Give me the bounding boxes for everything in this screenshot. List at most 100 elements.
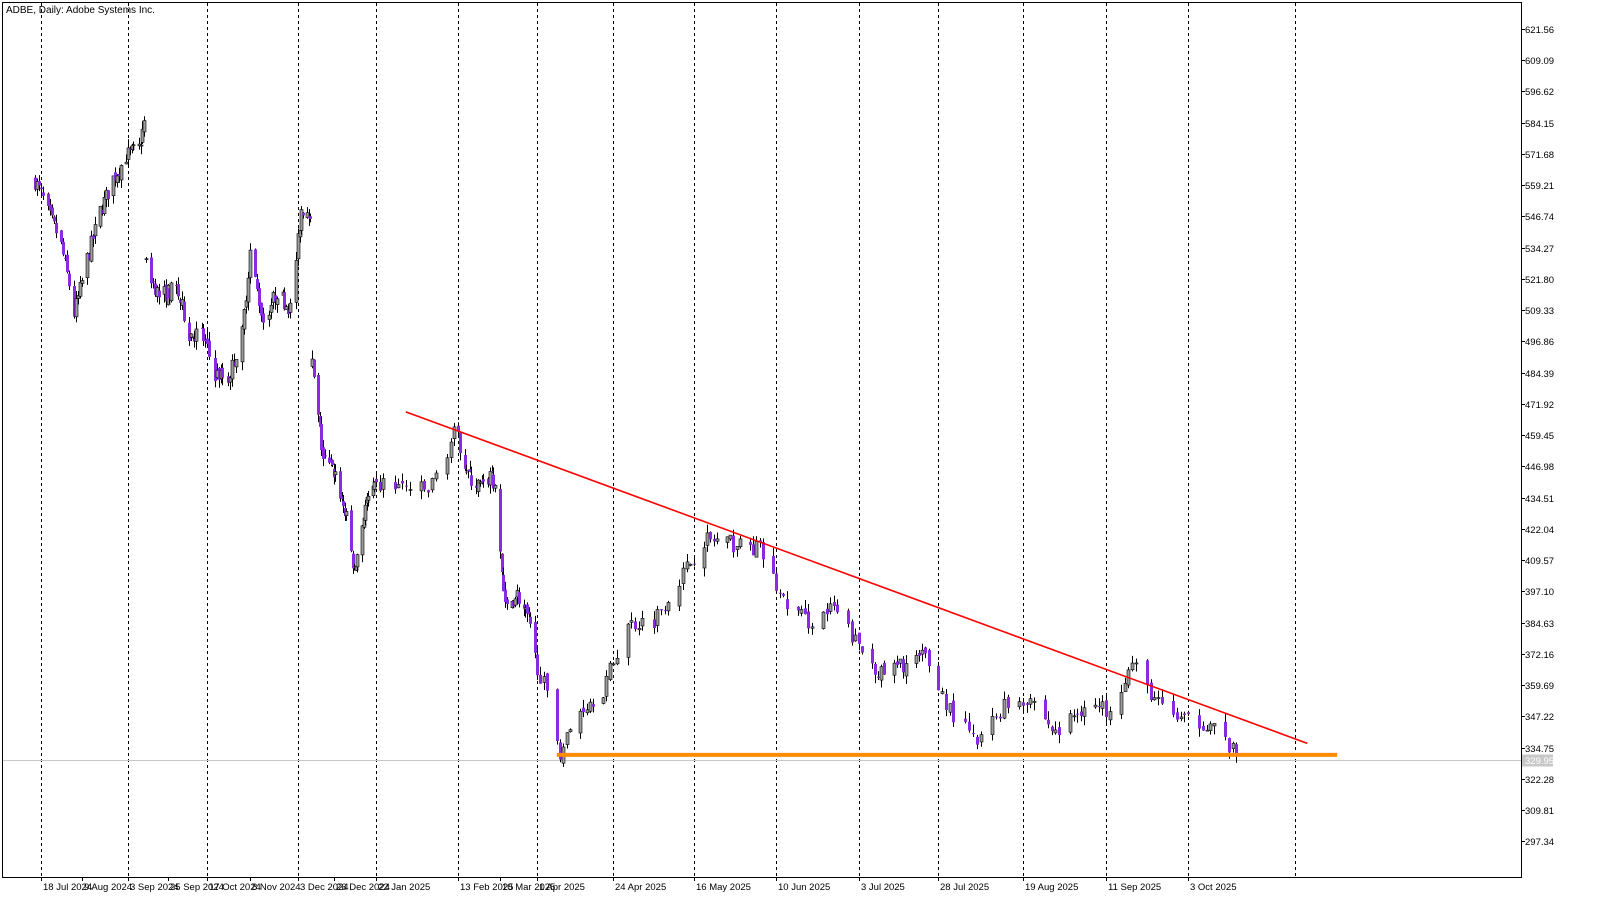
candle-down [341, 496, 344, 500]
candle-down [201, 327, 204, 329]
candle-down [53, 216, 56, 222]
candle-up [1205, 729, 1210, 732]
candle-down [487, 478, 490, 485]
candle-down [165, 284, 168, 302]
plot-frame [2, 2, 1522, 878]
candle-down [559, 742, 562, 760]
candle-up [568, 729, 573, 732]
time-tick-label: 3 Sep 2024 [130, 882, 179, 893]
current-price-value: 329.95 [1525, 756, 1554, 767]
candle-up [637, 628, 642, 631]
candle-down [92, 235, 95, 239]
price-tick-label: 422.04 [1525, 525, 1554, 536]
candle-down [1105, 700, 1108, 718]
candle-down [759, 540, 762, 543]
candle-down [999, 716, 1002, 719]
candle-up [419, 481, 424, 492]
candle-down [40, 187, 43, 190]
time-tick-label: 10 Mar 2025 [502, 882, 555, 893]
price-tick-label: 297.34 [1525, 837, 1554, 848]
price-tick-label: 496.86 [1525, 337, 1554, 348]
candle-up [615, 658, 620, 665]
price-axis[interactable]: 621.56 609.09 596.62 584.15 571.68 559.21 546.… [1521, 25, 1554, 848]
price-tick-label: 534.27 [1525, 244, 1554, 255]
candle-down [937, 665, 940, 691]
candle-up [1179, 716, 1184, 719]
candle-down [504, 589, 507, 603]
chart-title: ADBE, Daily: Adobe Systems Inc. [6, 5, 155, 16]
candle-up [449, 441, 454, 458]
candle-down [465, 471, 468, 473]
candle-up [355, 554, 360, 568]
candle-down [202, 328, 205, 341]
candle-up [1100, 701, 1105, 709]
candle-down [1187, 712, 1190, 715]
candle-up [248, 249, 253, 278]
candle-down [175, 284, 178, 286]
candle-down [322, 447, 325, 459]
candle-down [518, 592, 521, 604]
candle-up [715, 538, 720, 542]
candle-down [807, 611, 810, 629]
candle-down [501, 553, 504, 573]
candle-up [102, 196, 107, 214]
candle-down [847, 610, 850, 625]
candle-up [80, 280, 85, 284]
candle-up [1212, 723, 1217, 727]
candle-down [502, 574, 505, 592]
price-tick-label: 546.74 [1525, 212, 1554, 223]
candle-down [302, 212, 305, 216]
candle-up [702, 547, 707, 569]
candle-down [352, 553, 355, 569]
time-tick-label: 3 Oct 2025 [1190, 882, 1236, 893]
candle-up [1108, 711, 1113, 721]
candle-down [179, 299, 182, 303]
candle-up [608, 662, 613, 680]
candle-up [126, 147, 131, 160]
candle-down [51, 207, 54, 216]
candle-down [1150, 682, 1153, 701]
candle-up [194, 328, 199, 342]
candle-down [546, 673, 549, 691]
time-tick-label: 24 Apr 2025 [615, 882, 666, 893]
candle-up [565, 732, 570, 745]
candle-down [423, 480, 426, 490]
candle-down [152, 281, 155, 283]
candle-down [877, 676, 880, 678]
candle-up [810, 626, 815, 629]
candle-up [333, 471, 338, 476]
candle-down [1198, 715, 1201, 729]
candle-down [260, 302, 263, 316]
candle-down [1172, 700, 1175, 715]
candle-down [470, 475, 473, 486]
candle-up [1053, 729, 1058, 734]
price-tick-label: 559.21 [1525, 181, 1554, 192]
candle-down [64, 257, 67, 259]
candle-down [68, 273, 71, 287]
candle-up [666, 602, 671, 612]
candle-down [1235, 744, 1238, 756]
candle-up [296, 233, 301, 260]
candle-up [115, 175, 120, 183]
candle-down [1026, 703, 1029, 705]
candle-down [405, 485, 408, 487]
candle-up [948, 703, 953, 713]
candle-down [732, 535, 735, 553]
candle-down [924, 647, 927, 654]
candle-down [73, 286, 76, 317]
price-tick-label: 384.63 [1525, 619, 1554, 630]
candle-down [328, 457, 331, 463]
time-tick-label: 28 Jul 2025 [940, 882, 989, 893]
candle-down [833, 601, 836, 607]
trendlines[interactable] [405, 411, 1338, 757]
candle-up [542, 676, 547, 683]
candle-down [427, 490, 430, 493]
candle-up [408, 489, 413, 491]
candle-down [634, 621, 637, 630]
candle-up [1130, 662, 1135, 671]
candle-down [464, 454, 467, 469]
candle-down [539, 674, 542, 684]
vertical-grid [41, 3, 1296, 877]
